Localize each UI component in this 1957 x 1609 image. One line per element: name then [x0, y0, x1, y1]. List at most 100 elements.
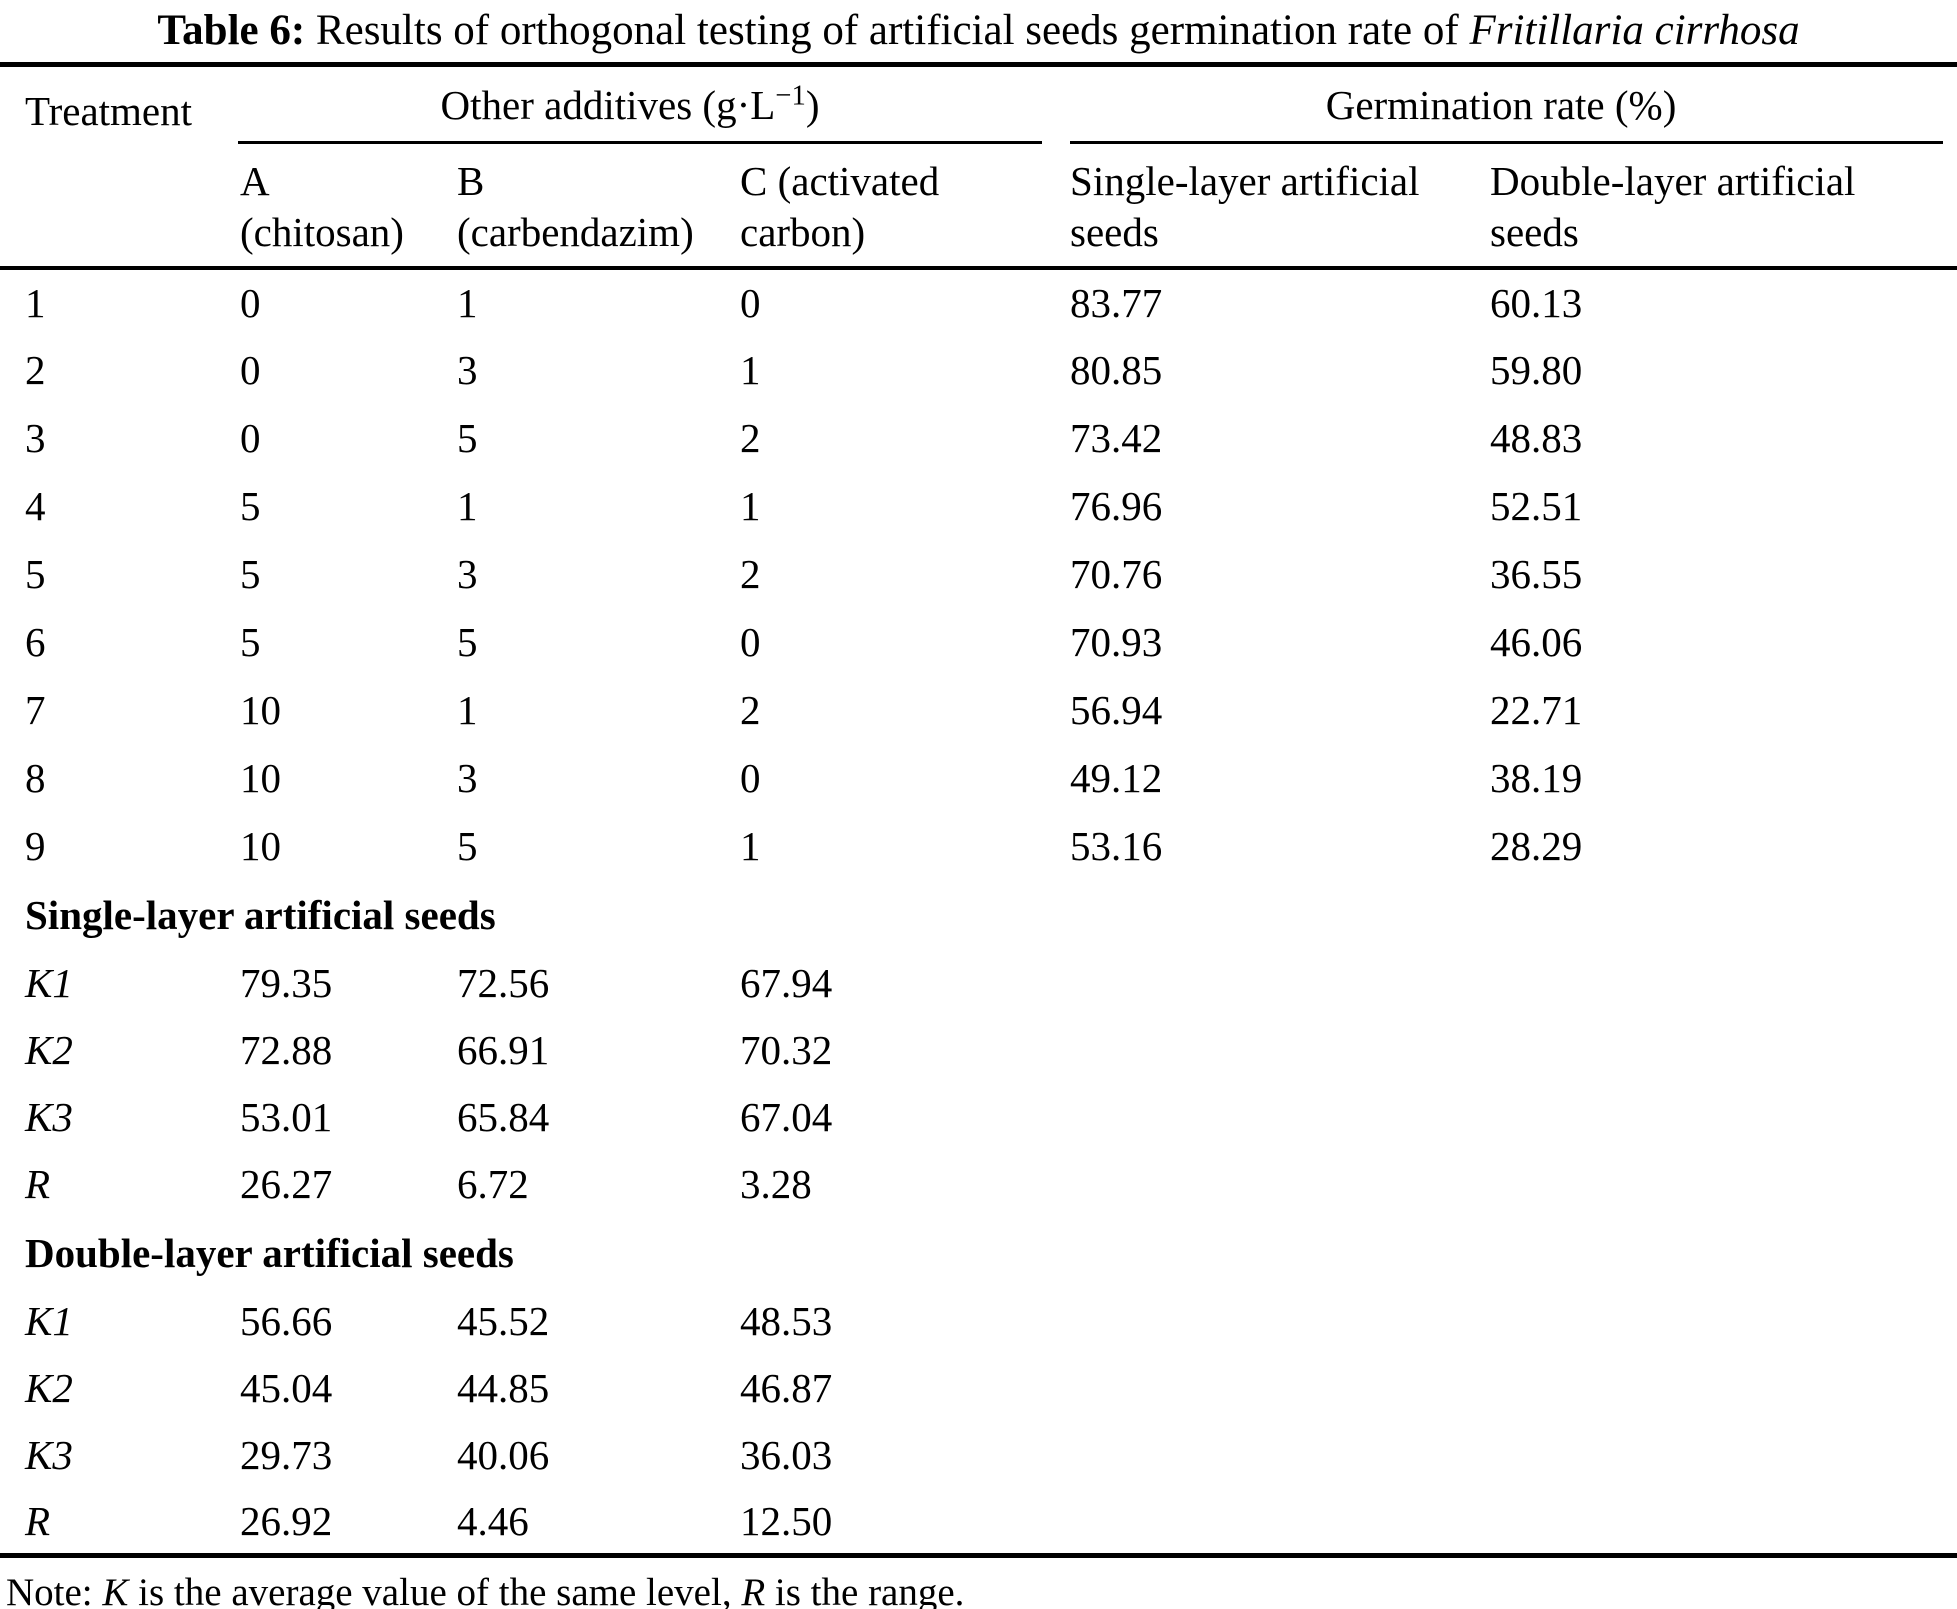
cell-c: 1: [740, 482, 761, 529]
col-header-a: A (chitosan): [215, 143, 432, 270]
k-row-label: K2: [25, 1027, 73, 1073]
cell-single: 83.77: [1070, 279, 1163, 326]
cell-b: 3: [457, 550, 478, 597]
cell-treatment: 8: [25, 754, 46, 801]
cell-b: 44.85: [457, 1365, 550, 1411]
cell-single: 53.16: [1070, 822, 1163, 869]
cell-a: 79.35: [240, 960, 333, 1006]
r-row: R 26.27 6.72 3.28: [0, 1151, 1957, 1218]
k-row: K1 79.35 72.56 67.94: [0, 950, 1957, 1017]
cell-treatment: 7: [25, 686, 46, 733]
cell-b: 72.56: [457, 960, 550, 1006]
k-row-label: K3: [25, 1432, 73, 1478]
cell-double: 59.80: [1490, 346, 1583, 393]
cell-a: 0: [240, 279, 261, 326]
col-header-single-layer: Single-layer artificial seeds: [1045, 143, 1466, 270]
col-header-double-layer: Double-layer artificial seeds: [1465, 143, 1957, 270]
results-table: Treatment Other additives (g·L−1) Germin…: [0, 62, 1957, 1558]
cell-b: 45.52: [457, 1298, 550, 1344]
cell-c: 36.03: [740, 1432, 833, 1478]
cell-c: 1: [740, 346, 761, 393]
k-row-label: K2: [25, 1365, 73, 1411]
cell-a: 5: [240, 618, 261, 665]
cell-double: 22.71: [1490, 686, 1583, 733]
germination-rate-rule: [1070, 140, 1944, 144]
cell-double: 60.13: [1490, 279, 1583, 326]
cell-single: 80.85: [1070, 346, 1163, 393]
cell-b: 6.72: [457, 1161, 529, 1207]
cell-a: 29.73: [240, 1432, 333, 1478]
cell-c: 2: [740, 550, 761, 597]
cell-a: 10: [240, 754, 281, 801]
cell-treatment: 9: [25, 822, 46, 869]
k-row: K3 53.01 65.84 67.04: [0, 1084, 1957, 1151]
cell-b: 3: [457, 754, 478, 801]
cell-double: 38.19: [1490, 754, 1583, 801]
cell-b: 40.06: [457, 1432, 550, 1478]
cell-treatment: 5: [25, 550, 46, 597]
cell-treatment: 1: [25, 279, 46, 326]
section-heading-label: Double-layer artificial seeds: [25, 1229, 514, 1276]
col-header-b: B (carbendazim): [432, 143, 715, 270]
r-row: R 26.92 4.46 12.50: [0, 1488, 1957, 1558]
col-header-c: C (activated carbon): [715, 143, 1046, 270]
cell-b: 4.46: [432, 1488, 715, 1558]
col-header-treatment: Treatment: [0, 64, 215, 270]
col-group-other-additives: Other additives (g·L−1): [215, 65, 1045, 144]
cell-a: 72.88: [240, 1027, 333, 1073]
cell-a: 45.04: [240, 1365, 333, 1411]
table-row: 1 0 1 0 83.77 60.13: [0, 268, 1957, 336]
cell-c: 46.87: [740, 1365, 833, 1411]
table-row: 8 10 3 0 49.12 38.19: [0, 744, 1957, 812]
table-row: 6 5 5 0 70.93 46.06: [0, 608, 1957, 676]
cell-single: 56.94: [1070, 686, 1163, 733]
cell-a: 5: [240, 482, 261, 529]
table-number-label: Table 6:: [157, 7, 306, 54]
cell-single: 70.76: [1070, 550, 1163, 597]
header-subrow: A (chitosan) B (carbendazim) C (activated c…: [0, 143, 1957, 270]
cell-c: 0: [740, 754, 761, 801]
k-row-label: K1: [25, 960, 73, 1006]
cell-a: 5: [240, 550, 261, 597]
r-row-label: R: [0, 1488, 215, 1558]
k-row: K1 56.66 45.52 48.53: [0, 1288, 1957, 1355]
k-symbol: K: [102, 1571, 129, 1609]
other-additives-label: Other additives (g·L−1): [440, 79, 820, 129]
table-footnote: Note: K is the average value of the same…: [0, 1570, 1957, 1609]
cell-a: 56.66: [240, 1298, 333, 1344]
cell-treatment: 6: [25, 618, 46, 665]
section-heading-double-layer: Double-layer artificial seeds: [0, 1218, 1957, 1288]
cell-b: 3: [457, 346, 478, 393]
cell-double: 36.55: [1490, 550, 1583, 597]
cell-b: 5: [457, 822, 478, 869]
cell-a: 10: [240, 822, 281, 869]
cell-a: 10: [240, 686, 281, 733]
cell-c: 2: [740, 686, 761, 733]
cell-double: 48.83: [1490, 414, 1583, 461]
cell-single: 73.42: [1070, 414, 1163, 461]
cell-single: 49.12: [1070, 754, 1163, 801]
table-row: 2 0 3 1 80.85 59.80: [0, 336, 1957, 404]
cell-b: 66.91: [457, 1027, 550, 1073]
cell-double: 28.29: [1490, 822, 1583, 869]
cell-c: 67.94: [740, 960, 833, 1006]
k-row: K2 45.04 44.85 46.87: [0, 1355, 1957, 1422]
cell-b: 1: [457, 279, 478, 326]
cell-c: 0: [740, 279, 761, 326]
cell-c: 67.04: [740, 1094, 833, 1140]
superscript-minus-one: −1: [775, 79, 806, 112]
cell-b: 5: [457, 414, 478, 461]
cell-a: 26.92: [215, 1488, 432, 1558]
cell-a: 53.01: [240, 1094, 333, 1140]
cell-c: 1: [740, 822, 761, 869]
col-group-germination-rate: Germination rate (%): [1045, 65, 1957, 144]
table-row: 3 0 5 2 73.42 48.83: [0, 404, 1957, 472]
cell-treatment: 3: [25, 414, 46, 461]
other-additives-rule: [238, 140, 1043, 144]
r-row-label: R: [25, 1161, 51, 1207]
table-row: 5 5 3 2 70.76 36.55: [0, 540, 1957, 608]
cell-c: 48.53: [740, 1298, 833, 1344]
cell-a: 0: [240, 414, 261, 461]
species-name: Fritillaria cirrhosa: [1469, 7, 1800, 54]
